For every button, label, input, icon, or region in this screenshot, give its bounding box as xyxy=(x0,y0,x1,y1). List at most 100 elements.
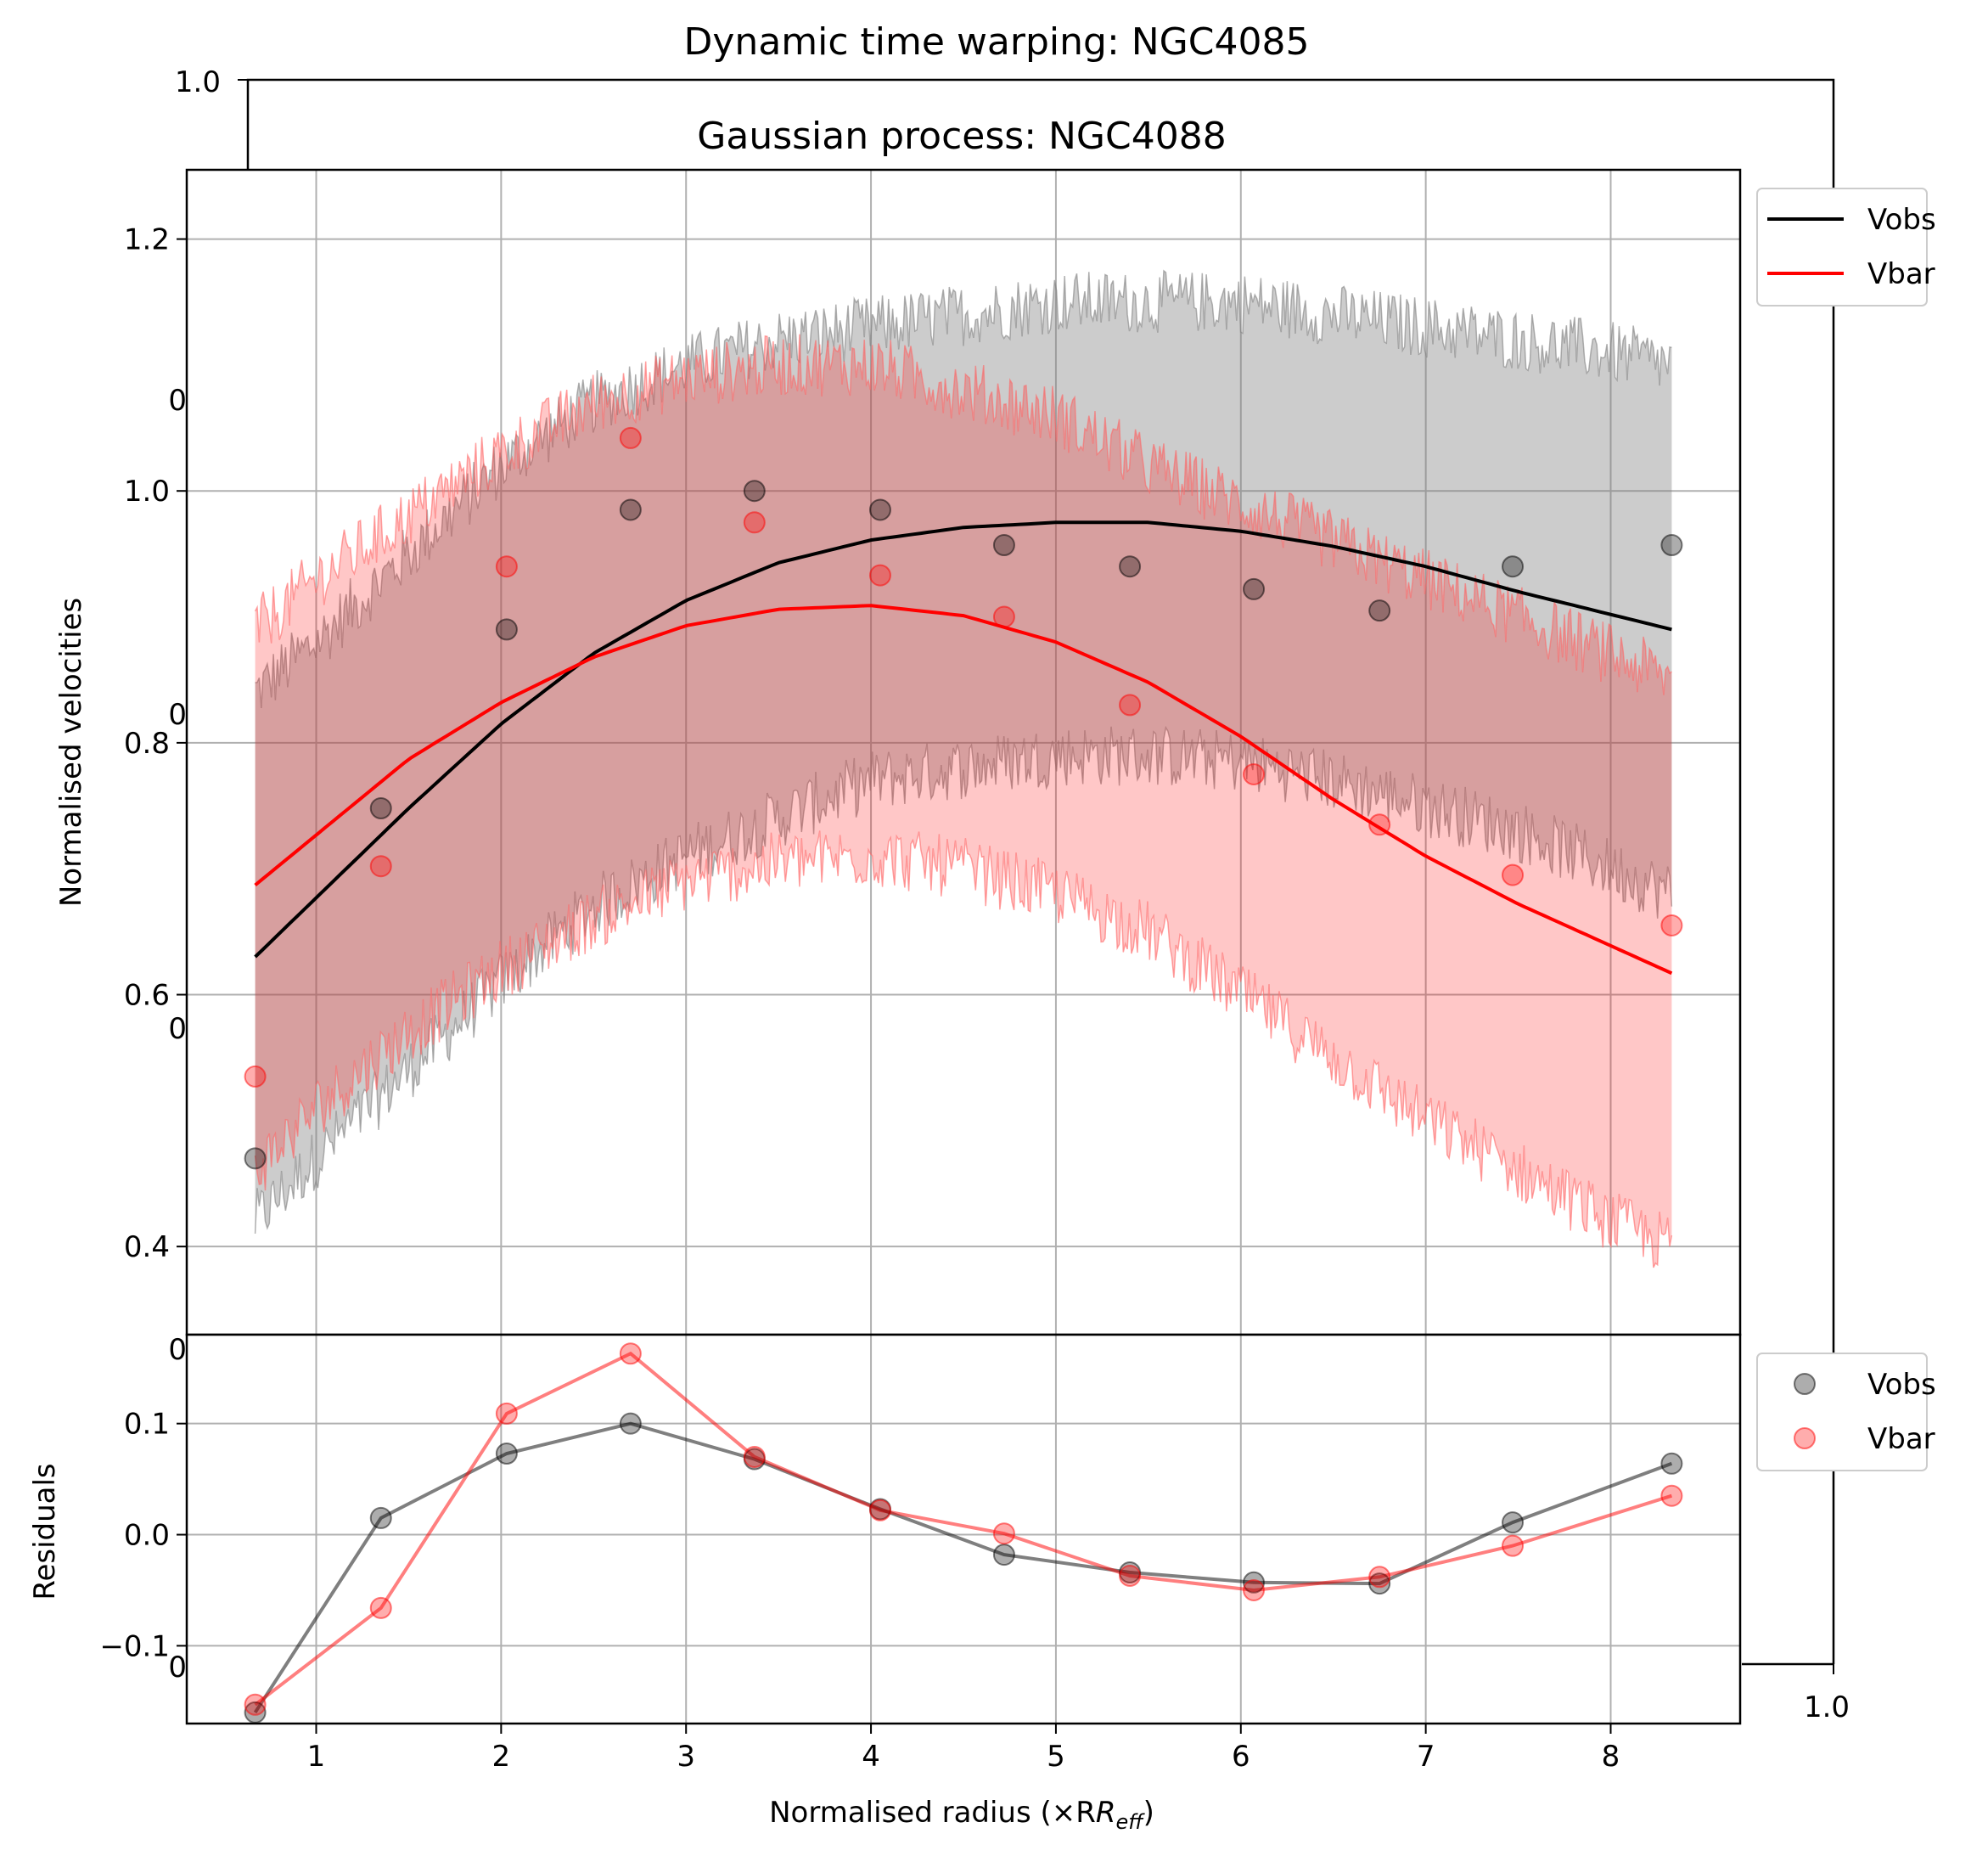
residuals-points xyxy=(244,1342,1683,1724)
residuals-xtick-label: 4 xyxy=(862,1740,880,1774)
residual-point-vbar xyxy=(1368,1566,1391,1589)
x-axis-label-subscript: eff xyxy=(1116,1810,1146,1834)
residuals-legend-marker-vobs xyxy=(1794,1373,1816,1395)
residuals-xtick-label: 8 xyxy=(1602,1740,1620,1774)
band-vbar xyxy=(255,334,1672,1268)
point-vbar xyxy=(495,555,518,578)
main-points xyxy=(244,426,1683,1170)
x-axis-label-end: ) xyxy=(1143,1796,1154,1830)
residuals-legend-label-vbar: Vbar xyxy=(1867,1422,1935,1456)
residual-point-vobs xyxy=(1368,1572,1391,1595)
point-vbar xyxy=(743,511,766,534)
residuals-legend-marker-vbar xyxy=(1794,1427,1816,1449)
residuals-xtick-label: 7 xyxy=(1417,1740,1435,1774)
band-upper-edge-vobs xyxy=(255,269,1672,708)
residual-point-vbar xyxy=(369,1596,392,1619)
back-axes-clipped-label: 0 xyxy=(168,384,187,418)
back-axes: Dynamic time warping: NGC4085 1.0 1.0 0 … xyxy=(168,20,1850,1724)
residuals-x-axis-label: Normalised radius (×RReff) xyxy=(769,1796,1154,1834)
residual-point-vobs xyxy=(1243,1571,1266,1594)
point-vobs xyxy=(369,797,392,820)
point-vbar xyxy=(868,564,891,587)
point-vobs xyxy=(619,498,642,521)
point-vobs xyxy=(495,618,518,641)
back-axes-corner-label-bottom: 1.0 xyxy=(1804,1690,1850,1724)
residual-point-vobs xyxy=(619,1412,642,1435)
point-vobs xyxy=(1243,577,1266,600)
point-vobs xyxy=(1119,555,1142,578)
x-axis-label-r: R xyxy=(1096,1796,1116,1830)
residual-point-vobs xyxy=(992,1544,1015,1566)
residuals-y-ticks: −0.1 0.0 0.1 xyxy=(99,1408,187,1663)
residuals-y-axis-label: Residuals xyxy=(28,1463,62,1600)
main-ytick-label: 0.6 xyxy=(124,979,170,1013)
back-axes-clipped-label: 0 xyxy=(168,698,187,732)
back-axes-title: Dynamic time warping: NGC4085 xyxy=(684,20,1310,64)
main-legend-label-vobs: Vobs xyxy=(1867,203,1936,237)
residual-point-vbar xyxy=(244,1693,267,1716)
residual-point-vobs xyxy=(1502,1511,1525,1534)
point-vobs xyxy=(1660,534,1683,557)
residual-point-vbar xyxy=(868,1499,891,1521)
main-fit-curves xyxy=(254,520,1673,976)
residuals-ytick-label: 0.1 xyxy=(124,1408,170,1442)
fit-curve-vbar xyxy=(254,604,1673,976)
main-panel: 0.4 0.6 0.8 1.0 1.2 Gaussian process: NGC408… xyxy=(54,115,1936,1345)
residuals-panel-frame xyxy=(185,1333,1742,1725)
residuals-grid xyxy=(187,1335,1740,1724)
residuals-xtick-label: 5 xyxy=(1047,1740,1065,1774)
back-axes-corner-label-top: 1.0 xyxy=(175,65,221,99)
main-legend: Vobs Vbar xyxy=(1756,188,1936,307)
fit-curve-vobs xyxy=(254,520,1672,959)
point-vbar xyxy=(992,605,1015,628)
residual-point-vbar xyxy=(1243,1578,1266,1601)
main-y-axis-label: Normalised velocities xyxy=(54,598,88,907)
main-ytick-label: 0.4 xyxy=(124,1230,170,1264)
residuals-xtick-label: 1 xyxy=(307,1740,326,1774)
point-vbar xyxy=(1243,762,1266,785)
residuals-lines xyxy=(253,1351,1673,1713)
point-vbar xyxy=(369,855,392,878)
back-axes-frame xyxy=(246,78,1835,1664)
point-vbar xyxy=(1502,863,1525,886)
point-vbar xyxy=(1660,914,1683,936)
band-lower-edge-vbar xyxy=(254,830,1673,1268)
main-ytick-label: 0.8 xyxy=(124,727,170,761)
residual-point-vobs xyxy=(495,1443,518,1465)
residual-point-vbar xyxy=(495,1402,518,1425)
main-ytick-label: 1.0 xyxy=(124,475,170,509)
back-axes-clipped-label: 0 xyxy=(168,1012,187,1046)
band-lower-edge-vobs xyxy=(254,725,1673,1235)
point-vbar xyxy=(244,1065,267,1088)
residuals-legend: Vobs Vbar xyxy=(1756,1353,1936,1471)
residuals-ytick-label: 0.0 xyxy=(124,1519,170,1553)
residuals-xtick-label: 2 xyxy=(492,1740,511,1774)
residual-point-vbar xyxy=(619,1342,642,1365)
back-axes-clipped-label: 0 xyxy=(168,1651,187,1684)
point-vobs xyxy=(743,480,766,503)
point-vobs xyxy=(992,534,1015,557)
residuals-panel-background xyxy=(187,1335,1740,1724)
point-vobs xyxy=(1368,599,1391,622)
residual-point-vbar xyxy=(1119,1564,1142,1587)
residual-point-vobs xyxy=(1660,1452,1683,1475)
main-bands xyxy=(254,269,1673,1268)
residuals-panel: −0.1 0.0 0.1 1 2 3 4 5 6 7 8 Residuals Normalised… xyxy=(28,1333,1936,1834)
point-vbar xyxy=(1119,694,1142,717)
point-vobs xyxy=(1502,555,1525,578)
main-y-ticks: 0.4 0.6 0.8 1.0 1.2 xyxy=(124,223,187,1264)
band-upper-edge-vbar xyxy=(254,334,1672,695)
residual-line-vbar xyxy=(254,1351,1672,1707)
residual-point-vbar xyxy=(1502,1534,1525,1557)
residuals-ytick-label: −0.1 xyxy=(99,1629,170,1663)
band-vobs xyxy=(255,271,1672,1234)
residuals-x-ticks: 1 2 3 4 5 6 7 8 xyxy=(307,1724,1620,1774)
point-vobs xyxy=(244,1147,267,1170)
main-ytick-label: 1.2 xyxy=(124,223,170,257)
residuals-legend-box xyxy=(1756,1353,1928,1471)
residual-point-vbar xyxy=(992,1522,1015,1545)
residual-point-vobs xyxy=(369,1506,392,1529)
residuals-legend-label-vobs: Vobs xyxy=(1867,1368,1936,1402)
point-vbar xyxy=(619,426,642,449)
